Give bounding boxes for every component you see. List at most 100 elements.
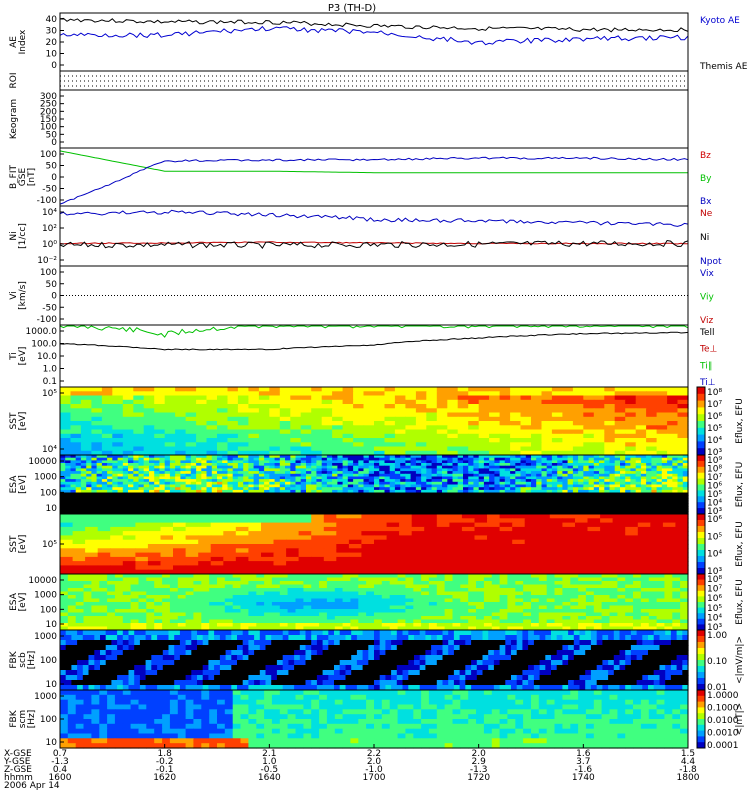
spectrogram-cell	[562, 446, 574, 452]
spectrogram-cell	[672, 455, 679, 459]
spectrogram-cell	[651, 481, 658, 486]
spectrogram-cell	[510, 484, 516, 488]
spectrogram-cell	[428, 595, 438, 600]
spectrogram-cell	[531, 399, 543, 405]
spectrogram-cell	[368, 471, 375, 475]
spectrogram-cell	[620, 481, 626, 486]
spectrogram-cell	[504, 473, 511, 478]
spectrogram-cell	[363, 511, 370, 515]
spectrogram-cell	[473, 476, 480, 480]
spectrogram-cell	[279, 598, 289, 603]
spectrogram-cell	[269, 387, 281, 392]
spectrogram-cell	[122, 450, 134, 456]
spectrogram-cell	[101, 465, 108, 469]
spectrogram-cell	[217, 455, 223, 459]
spectrogram-cell	[625, 531, 639, 536]
spectrogram-cell	[646, 506, 652, 510]
spectrogram-cell	[682, 465, 689, 469]
spectrogram-cell	[211, 481, 218, 486]
spectrogram-cell	[415, 408, 427, 414]
spectrogram-cell	[133, 399, 145, 405]
spectrogram-cell	[374, 450, 386, 456]
ti-legend-item: Te⊥	[699, 345, 718, 355]
spectrogram-cell	[452, 471, 459, 475]
spectrogram-cell	[421, 455, 427, 459]
spectrogram-cell	[235, 552, 249, 558]
spectrogram-cell	[661, 508, 668, 512]
spectrogram-cell	[348, 561, 363, 566]
spectrogram-cell	[572, 468, 579, 472]
spectrogram-cell	[196, 408, 208, 414]
spectrogram-cell	[531, 489, 537, 494]
spectrogram-cell	[524, 552, 538, 558]
spectrogram-cell	[405, 591, 414, 596]
spectrogram-cell	[405, 460, 412, 464]
spectrogram-cell	[551, 506, 558, 510]
spectrogram-cell	[646, 457, 652, 461]
spectrogram-cell	[133, 503, 140, 507]
spectrogram-cell	[190, 476, 197, 480]
spectrogram-cell	[515, 591, 524, 596]
spectrogram-cell	[447, 495, 454, 499]
spectrogram-cell	[421, 463, 427, 467]
spectrogram-cell	[672, 588, 681, 593]
spectrogram-cell	[274, 506, 281, 510]
spectrogram-cell	[336, 544, 350, 549]
spectrogram-cell	[101, 495, 108, 499]
spectrogram-cell	[290, 476, 297, 480]
spectrogram-cell	[348, 544, 363, 549]
spectrogram-cell	[348, 556, 363, 562]
spectrogram-cell	[180, 492, 187, 496]
spectrogram-cell	[562, 503, 569, 507]
spectrogram-cell	[672, 492, 679, 496]
spectrogram-cell	[630, 500, 637, 504]
spectrogram-cell	[460, 591, 469, 596]
spectrogram-cell	[525, 481, 532, 486]
spectrogram-cell	[96, 506, 103, 510]
spectrogram-cell	[319, 574, 328, 579]
spectrogram-cell	[478, 471, 485, 475]
spectrogram-cell	[321, 416, 333, 422]
spectrogram-cell	[675, 561, 689, 566]
spectrogram-cell	[487, 548, 501, 554]
spectrogram-cell	[656, 471, 663, 475]
spectrogram-cell	[609, 584, 618, 589]
spectrogram-cell	[175, 408, 187, 414]
spectrogram-cell	[185, 391, 197, 397]
spectrogram-cell	[424, 561, 438, 566]
spectrogram-cell	[379, 481, 385, 486]
spectrogram-cell	[635, 495, 642, 499]
spectrogram-cell	[457, 495, 464, 499]
spectrogram-cell	[248, 476, 255, 480]
spectrogram-cell	[147, 514, 162, 519]
spectrogram-cell	[682, 508, 689, 512]
spectrogram-cell	[75, 503, 82, 507]
spectrogram-cell	[400, 468, 406, 472]
spectrogram-cell	[593, 457, 600, 461]
spectrogram-cell	[609, 495, 616, 499]
spectrogram-cell	[457, 511, 464, 515]
spectrogram-cell	[587, 526, 601, 532]
spectrogram-cell	[274, 457, 281, 461]
spectrogram-cell	[572, 463, 579, 467]
spectrogram-cell	[442, 495, 448, 499]
spectrogram-cell	[384, 476, 391, 480]
spectrogram-cell	[384, 481, 391, 486]
spectrogram-cell	[672, 577, 681, 582]
spectrogram-cell	[101, 399, 113, 405]
spectrogram-cell	[436, 584, 446, 589]
spectrogram-cell	[285, 506, 291, 510]
spectrogram-cell	[160, 514, 174, 519]
spectrogram-cell	[232, 508, 239, 512]
spectrogram-cell	[525, 500, 532, 504]
spectrogram-cell	[468, 511, 474, 515]
spectrogram-cell	[405, 508, 412, 512]
spectrogram-cell	[180, 508, 187, 512]
spectrogram-cell	[461, 518, 476, 524]
spectrogram-cell	[625, 503, 631, 507]
spectrogram-cell	[452, 484, 459, 488]
spectrogram-cell	[72, 535, 86, 541]
spectrogram-cell	[80, 476, 87, 480]
spectrogram-cell	[457, 416, 469, 422]
spectrogram-cell	[133, 481, 140, 486]
